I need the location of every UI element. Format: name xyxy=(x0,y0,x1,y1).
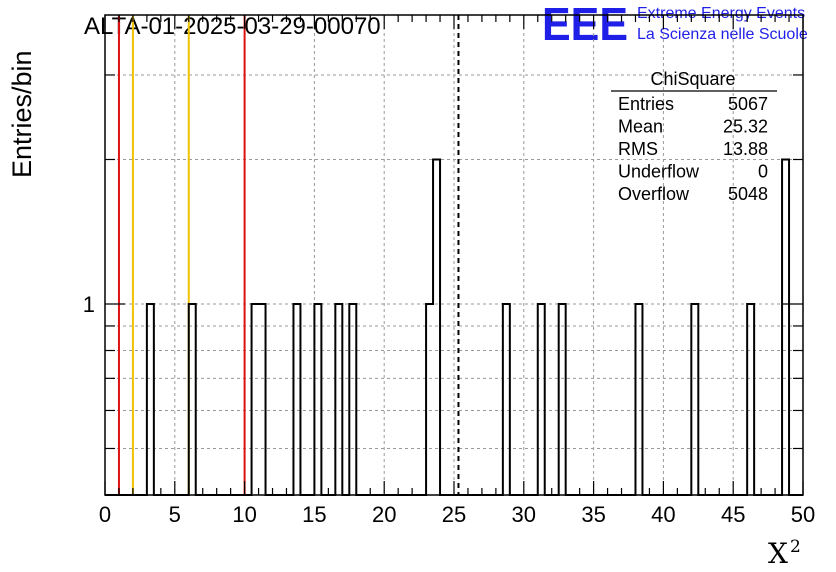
histogram-bar xyxy=(538,304,545,495)
x-tick-label: 20 xyxy=(372,502,396,527)
x-tick-label: 40 xyxy=(651,502,675,527)
stats-row-value: 13.88 xyxy=(723,139,768,159)
histogram-bar xyxy=(747,304,754,495)
histogram-bar xyxy=(433,159,440,495)
histogram-bar xyxy=(189,304,196,495)
histogram-bar xyxy=(782,159,789,495)
x-axis-label-superscript: 2 xyxy=(790,537,801,557)
histogram-bar xyxy=(147,304,154,495)
stats-row-value: 25.32 xyxy=(723,117,768,137)
eee-logo: EEE Extreme Energy Events La Scienza nel… xyxy=(542,0,808,50)
x-tick-label: 15 xyxy=(302,502,326,527)
histogram-bar xyxy=(259,304,266,495)
stats-row-label: Mean xyxy=(618,117,663,137)
stats-box: ChiSquare Entries 5067 Mean 25.32 RMS 13.88 Un… xyxy=(611,69,777,204)
x-tick-label: 45 xyxy=(721,502,745,527)
stats-row-value: 0 xyxy=(758,162,768,182)
histogram-bar xyxy=(252,304,259,495)
grid-lines xyxy=(105,15,803,495)
stats-row-value: 5048 xyxy=(728,184,768,204)
eee-logo-line2: La Scienza nelle Scuole xyxy=(637,26,808,43)
x-tick-label: 50 xyxy=(791,502,815,527)
x-axis-label-main: X xyxy=(768,537,788,570)
x-tick-label: 10 xyxy=(232,502,256,527)
x-tick-label: 30 xyxy=(512,502,536,527)
stats-row-value: 5067 xyxy=(728,94,768,114)
stats-rows: Entries 5067 Mean 25.32 RMS 13.88 Underflow 0 Ov… xyxy=(618,94,768,204)
histogram-bars xyxy=(105,158,803,496)
histogram-outline xyxy=(105,158,803,496)
y-tick-label: 1 xyxy=(83,292,95,317)
histogram-bar xyxy=(335,304,342,495)
histogram-bar xyxy=(314,304,321,495)
eee-logo-line1: Extreme Energy Events xyxy=(637,5,805,22)
histogram-bar xyxy=(349,304,356,495)
y-axis-label: Entries/bin xyxy=(7,50,37,178)
histogram-bar xyxy=(635,304,642,495)
stats-row-label: RMS xyxy=(618,139,658,159)
chart-title: ALTA-01-2025-03-29-00070 xyxy=(84,13,381,40)
histogram-bar xyxy=(503,304,510,495)
x-tick-label: 35 xyxy=(581,502,605,527)
stats-row-label: Overflow xyxy=(618,184,690,204)
x-tick-label: 5 xyxy=(169,502,181,527)
histogram-bar xyxy=(293,304,300,495)
stats-title: ChiSquare xyxy=(650,69,735,89)
x-tick-label: 0 xyxy=(99,502,111,527)
vertical-markers xyxy=(117,15,460,495)
stats-row-label: Entries xyxy=(618,94,674,114)
histogram-bar xyxy=(691,304,698,495)
axes: 0 5 10 15 20 25 30 35 40 45 50 1 xyxy=(83,14,815,527)
x-axis-label: X 2 xyxy=(768,537,801,570)
histogram-bar xyxy=(559,304,566,495)
x-tick-label: 25 xyxy=(442,502,466,527)
eee-logo-mark: EEE xyxy=(542,0,628,50)
histogram-bar xyxy=(426,304,433,495)
stats-row-label: Underflow xyxy=(618,162,700,182)
